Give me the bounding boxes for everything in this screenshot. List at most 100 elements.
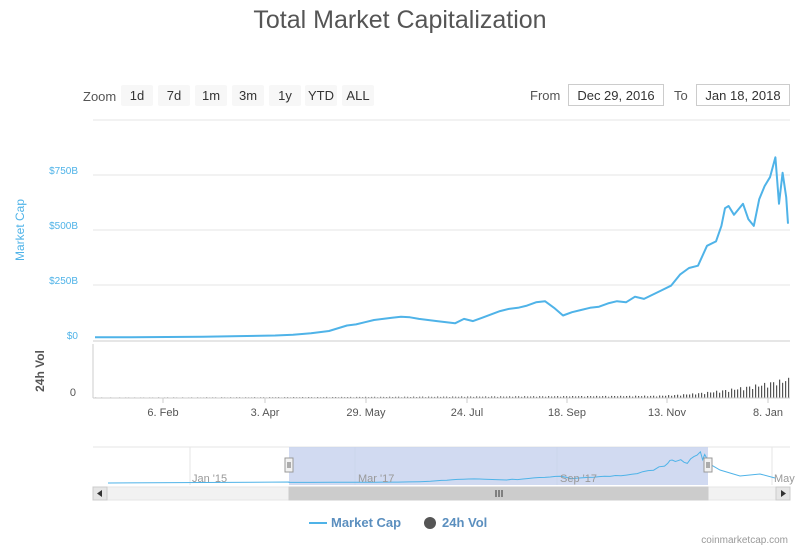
legend-item-market-cap[interactable]: Market Cap bbox=[331, 515, 402, 530]
volume-bar bbox=[596, 395, 598, 398]
volume-bar bbox=[524, 396, 526, 398]
volume-bar bbox=[644, 395, 646, 398]
volume-bar bbox=[380, 396, 382, 398]
range-to-label: To bbox=[674, 88, 688, 103]
volume-bar bbox=[350, 396, 352, 398]
volume-bar bbox=[422, 396, 424, 398]
volume-bar bbox=[515, 396, 517, 398]
x-tick-label: 6. Feb bbox=[147, 407, 178, 419]
volume-bar bbox=[623, 396, 625, 398]
navigator-selected-range[interactable] bbox=[289, 447, 708, 485]
volume-bar bbox=[785, 381, 787, 398]
volume-bar bbox=[638, 396, 640, 398]
volume-bar bbox=[788, 377, 790, 398]
zoom-1m-button[interactable]: 1m bbox=[195, 85, 227, 106]
x-tick-label: 3. Apr bbox=[251, 407, 280, 419]
range-from-label: From bbox=[530, 88, 561, 103]
arrow-right-icon bbox=[781, 490, 786, 497]
volume-bar bbox=[599, 396, 601, 398]
volume-bar bbox=[365, 396, 367, 398]
volume-bar bbox=[746, 386, 748, 398]
volume-bar bbox=[761, 385, 763, 398]
volume-bar bbox=[419, 396, 421, 398]
volume-bar bbox=[776, 385, 778, 398]
volume-bar bbox=[635, 395, 637, 398]
volume-bar bbox=[674, 395, 676, 398]
volume-bar bbox=[629, 395, 631, 398]
volume-bar bbox=[653, 395, 655, 398]
legend-item-24h-vol[interactable]: 24h Vol bbox=[442, 515, 488, 530]
volume-bar bbox=[650, 395, 652, 398]
volume-bar bbox=[563, 396, 565, 398]
zoom-label: Zoom bbox=[83, 89, 117, 104]
handle-box[interactable] bbox=[703, 457, 713, 473]
handle-box[interactable] bbox=[284, 457, 294, 473]
navigator-left-handle[interactable] bbox=[284, 457, 294, 473]
volume-bar bbox=[485, 396, 487, 398]
volume-bar bbox=[671, 395, 673, 398]
volume-bar bbox=[494, 396, 496, 398]
zoom-all-button[interactable]: ALL bbox=[342, 85, 374, 106]
volume-bar bbox=[458, 396, 460, 398]
volume-bar bbox=[554, 396, 556, 398]
volume-bar bbox=[542, 396, 544, 398]
zoom-1y-button[interactable]: 1y bbox=[269, 85, 301, 106]
volume-bar bbox=[581, 396, 583, 398]
volume-bar bbox=[431, 396, 433, 398]
navigator[interactable]: Jan '15 Mar '17 Sep '17 May bbox=[93, 446, 795, 485]
volume-bar bbox=[737, 389, 739, 398]
volume-bar bbox=[452, 396, 454, 398]
volume-bar bbox=[578, 396, 580, 398]
x-tick-label: 18. Sep bbox=[548, 407, 586, 419]
volume-bar bbox=[488, 396, 490, 398]
scrollbar[interactable] bbox=[92, 486, 791, 501]
volume-bar bbox=[608, 396, 610, 398]
navigator-tick-label: May bbox=[774, 473, 795, 485]
range-to-input[interactable]: Jan 18, 2018 bbox=[696, 84, 790, 106]
volume-bar bbox=[611, 395, 613, 398]
volume-bar bbox=[521, 396, 523, 398]
volume-bar bbox=[518, 396, 520, 398]
volume-bar bbox=[461, 396, 463, 398]
volume-bar bbox=[497, 396, 499, 398]
volume-bar bbox=[662, 395, 664, 398]
volume-bar bbox=[398, 396, 400, 398]
arrow-left-icon bbox=[97, 490, 102, 497]
volume-bar bbox=[536, 396, 538, 398]
y-tick-label: $500B bbox=[49, 221, 78, 232]
volume-bar bbox=[659, 395, 661, 398]
volume-bars bbox=[95, 377, 790, 398]
volume-bar bbox=[503, 396, 505, 398]
volume-bar bbox=[749, 386, 751, 398]
volume-bar bbox=[722, 390, 724, 398]
y-tick-label: $750B bbox=[49, 166, 78, 177]
credits-link[interactable]: coinmarketcap.com bbox=[701, 535, 788, 546]
volume-bar bbox=[695, 394, 697, 398]
zoom-7d-button[interactable]: 7d bbox=[158, 85, 190, 106]
x-tick-label: 13. Nov bbox=[648, 407, 686, 419]
volume-bar bbox=[413, 396, 415, 398]
zoom-ytd-button[interactable]: YTD bbox=[305, 85, 337, 106]
volume-bar bbox=[680, 395, 682, 398]
volume-bar bbox=[626, 396, 628, 398]
volume-bar bbox=[773, 382, 775, 398]
volume-bar bbox=[506, 396, 508, 398]
zoom-3m-button[interactable]: 3m bbox=[232, 85, 264, 106]
volume-bar bbox=[569, 396, 571, 398]
volume-bar bbox=[656, 396, 658, 398]
volume-bar bbox=[473, 396, 475, 398]
navigator-right-handle[interactable] bbox=[703, 457, 713, 473]
legend-circle-icon[interactable] bbox=[424, 517, 436, 529]
volume-bar bbox=[590, 396, 592, 398]
volume-bar bbox=[605, 395, 607, 398]
volume-bar bbox=[566, 396, 568, 398]
zoom-1d-button[interactable]: 1d bbox=[121, 85, 153, 106]
x-tick-label: 8. Jan bbox=[753, 407, 783, 419]
volume-bar bbox=[341, 396, 343, 398]
x-tick-label: 29. May bbox=[346, 407, 386, 419]
volume-bar bbox=[668, 395, 670, 398]
volume-bar bbox=[719, 392, 721, 398]
volume-bar bbox=[464, 396, 466, 398]
range-from-input[interactable]: Dec 29, 2016 bbox=[568, 84, 664, 106]
volume-bar bbox=[716, 390, 718, 398]
